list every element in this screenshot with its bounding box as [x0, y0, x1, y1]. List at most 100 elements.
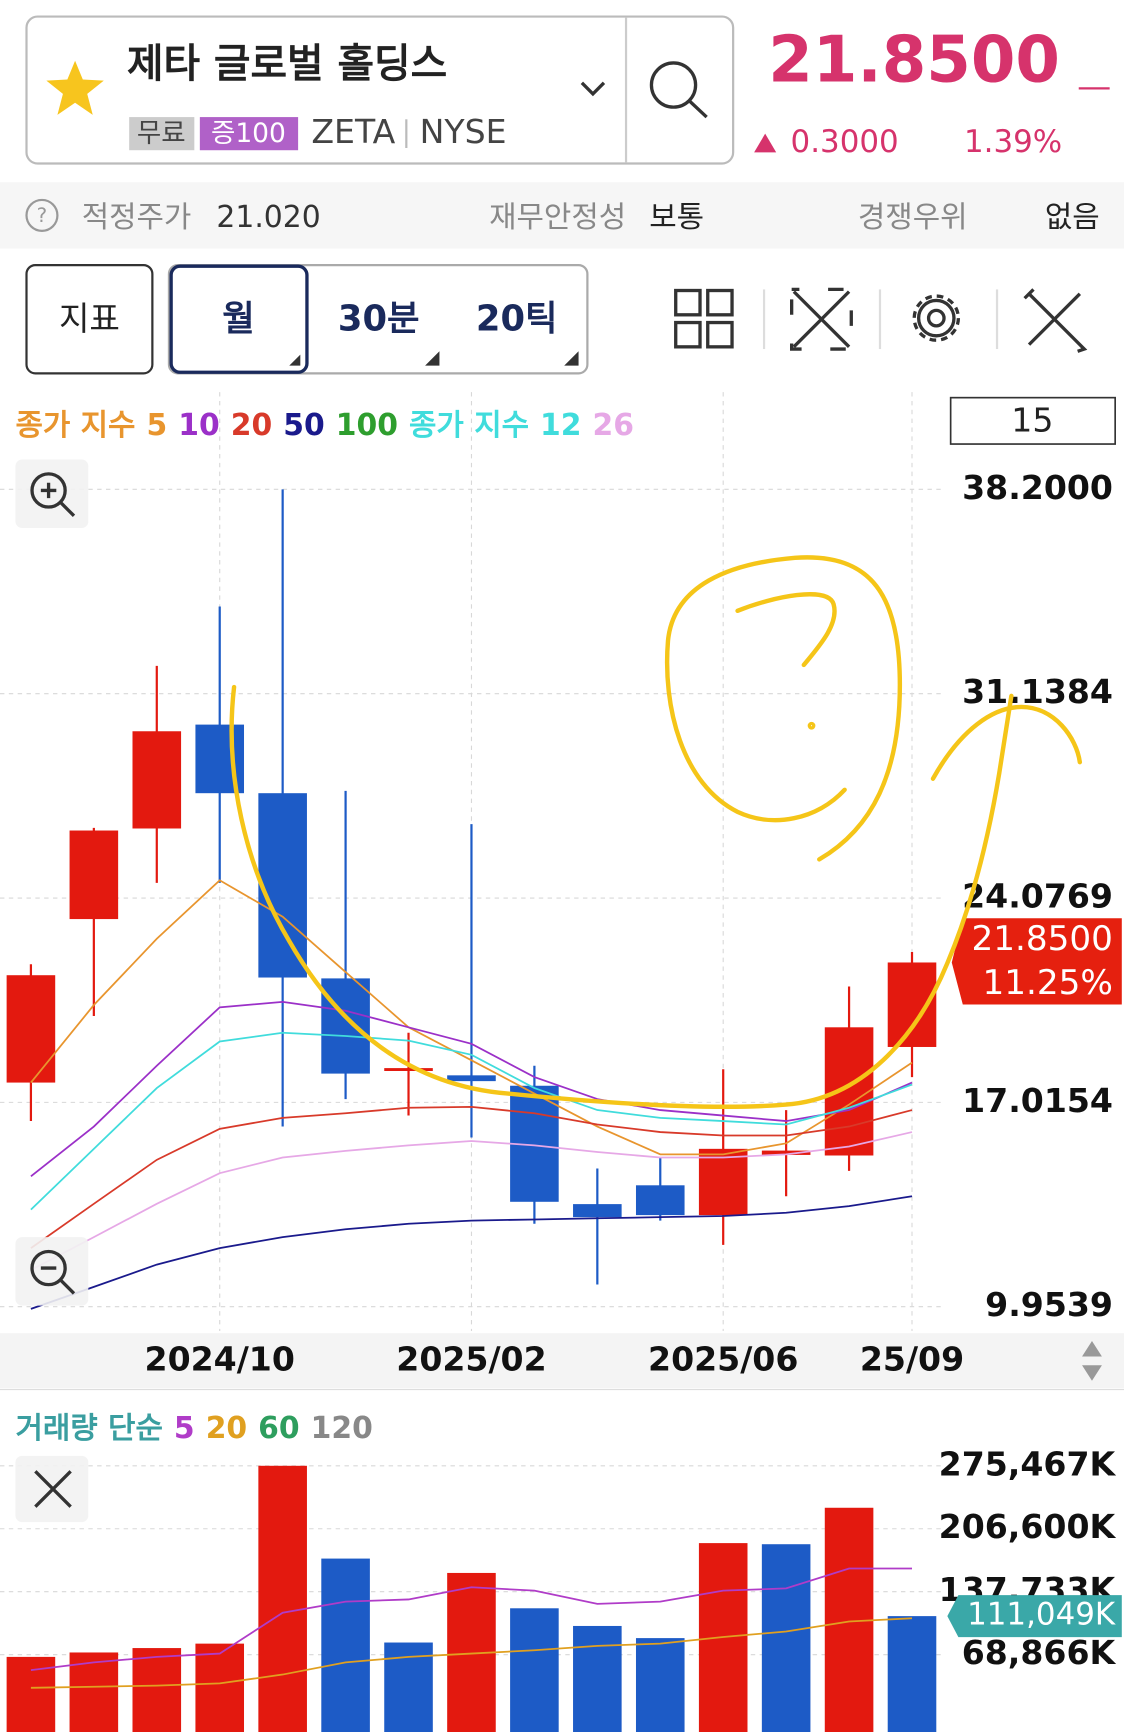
volume-bar [761, 1544, 811, 1732]
ma-line [30, 879, 913, 1156]
dropdown[interactable] [580, 81, 606, 97]
count: 15 [1011, 400, 1053, 439]
period-selected[interactable] [169, 264, 309, 374]
info-value: 없음 [1045, 200, 1100, 235]
y-tick-label: 17.0154 [962, 1081, 1113, 1120]
favorite-star[interactable] [46, 60, 104, 115]
price: 21.8500 [768, 24, 1060, 98]
tag-bg [129, 117, 195, 151]
indicator-button[interactable] [25, 263, 154, 375]
info-value: 보통 [649, 200, 704, 235]
legend-entry: 50 [283, 408, 324, 443]
candle-body [698, 1148, 748, 1216]
candle-body [321, 978, 370, 1074]
period[interactable]: 30분 [338, 298, 420, 339]
volume-bar [510, 1608, 559, 1732]
corner-marks [289, 351, 579, 366]
tag-bg [199, 117, 299, 151]
ma-line [30, 1105, 913, 1249]
last-price: 21.8500 [971, 919, 1112, 959]
volume-bar [132, 1648, 182, 1732]
info-label: 경쟁우위 [858, 200, 968, 235]
legend-entry: 20 [206, 1411, 247, 1446]
x-axis-band [0, 1333, 1124, 1389]
legend-entry: 12 [540, 408, 581, 443]
x-tick-label: 2024/10 [145, 1339, 295, 1378]
legend-entry: 100 [336, 408, 398, 443]
y-tick-label: 38.2000 [962, 468, 1113, 507]
stock-name: 제타 글로벌 홀딩스 [127, 41, 447, 87]
fullscreen-icon[interactable] [790, 287, 853, 351]
search-icon[interactable] [649, 61, 698, 109]
exchange: NYSE [420, 112, 507, 151]
candle-body [635, 1185, 685, 1216]
indicator-label: 지표 [59, 299, 120, 338]
help-mark: ? [37, 204, 48, 227]
legend-entry: 5 [147, 408, 168, 443]
hand-annotation [229, 555, 1083, 1109]
legend-entry: 10 [178, 408, 219, 443]
candle-body [447, 1075, 496, 1082]
candle-body [132, 731, 182, 829]
tag: 증100 [211, 118, 286, 149]
x-tick-label: 2025/02 [396, 1339, 546, 1378]
volume-bar [573, 1625, 622, 1732]
candle-body [573, 1204, 622, 1218]
info-value: 21.020 [216, 200, 320, 235]
legend-entry: 60 [258, 1411, 299, 1446]
layout-icon[interactable] [674, 288, 734, 349]
y-tick-label: 68,866K [962, 1633, 1117, 1672]
y-tick-label: 9.9539 [985, 1285, 1113, 1324]
legend-entry: 종가 지수 [15, 408, 135, 443]
info-row [0, 182, 1124, 249]
tag: 무료 [137, 118, 186, 149]
volume-bar [258, 1465, 307, 1732]
candle-body [258, 793, 307, 978]
legend-entry: 20 [231, 408, 272, 443]
y-tick-label: 206,600K [939, 1507, 1117, 1546]
info-label: 적정주가 [82, 200, 192, 235]
candle-body [6, 975, 56, 1083]
zoom-in[interactable] [15, 459, 89, 528]
volume-bar [195, 1643, 245, 1732]
info-label: 재무안정성 [489, 200, 626, 235]
legend-entry: 종가 지수 [409, 408, 529, 443]
axis-scroll[interactable] [1082, 1340, 1102, 1381]
candle-body [69, 830, 119, 920]
volume-bar [321, 1558, 370, 1732]
last-price-box [951, 918, 1122, 1005]
volume-bar [69, 1652, 119, 1732]
x-tick-label: 2025/06 [648, 1339, 798, 1378]
change: 0.3000 [791, 124, 899, 160]
y-tick-label: 31.1384 [962, 672, 1113, 711]
up-arrow [754, 133, 777, 153]
ticker: ZETA [311, 112, 395, 151]
period[interactable]: 20틱 [476, 298, 558, 339]
close-volume[interactable] [15, 1455, 89, 1523]
last-pct: 11.25% [983, 963, 1113, 1003]
ma-line [30, 1617, 913, 1689]
candle-body [761, 1150, 811, 1155]
tools-icon[interactable] [1023, 288, 1088, 353]
period[interactable]: 월 [222, 298, 255, 339]
last-volume-box [947, 1595, 1122, 1638]
zoom-out[interactable] [15, 1237, 89, 1306]
search-handle [687, 99, 708, 119]
legend-entry: 5 [174, 1411, 195, 1446]
settings-icon[interactable] [912, 294, 961, 342]
ma-line [30, 1031, 913, 1211]
legend-entry: 120 [311, 1411, 373, 1446]
candle-body [384, 1068, 433, 1071]
ma-line [30, 1000, 913, 1178]
count-box[interactable] [949, 396, 1116, 445]
ma-line [30, 1131, 913, 1271]
ma-line [30, 1195, 913, 1310]
volume-bar [887, 1616, 937, 1732]
ma-line [30, 1567, 913, 1672]
y-tick-label: 275,467K [939, 1444, 1117, 1483]
change-pct: 1.39% [964, 124, 1062, 160]
help-icon[interactable] [25, 198, 59, 232]
